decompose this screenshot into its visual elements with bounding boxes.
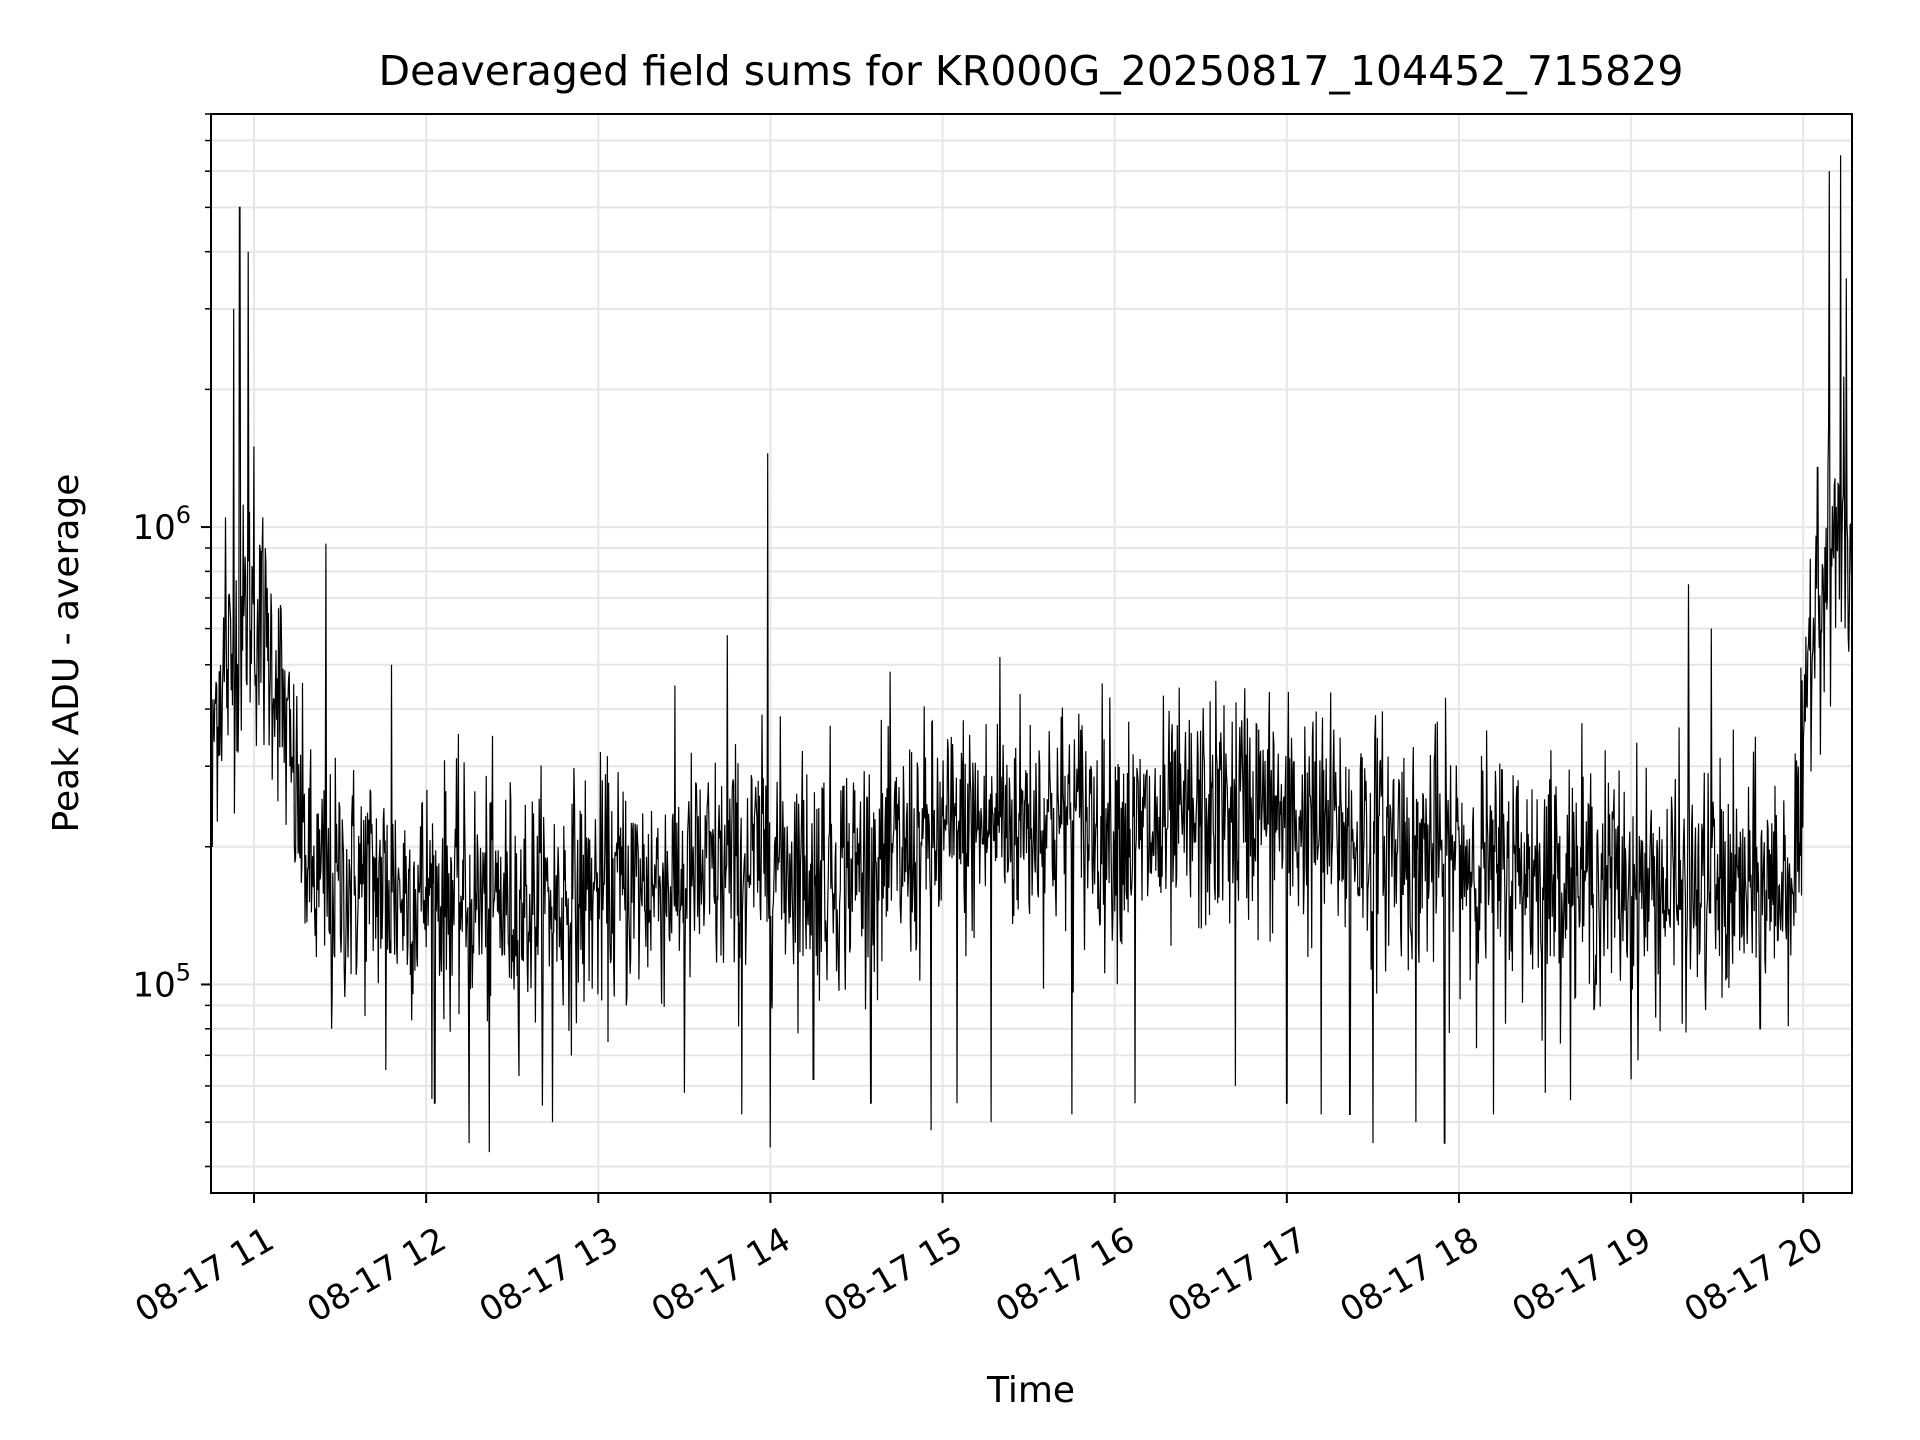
series-line [210, 155, 1853, 1153]
y-axis-ticks: 105 106 [132, 113, 211, 1168]
plot-area-frame [210, 113, 1853, 1194]
x-axis-label: Time [986, 1370, 1075, 1411]
chart-title: Deaveraged field sums for KR000G_2025081… [379, 47, 1684, 95]
grid [211, 113, 1852, 1193]
y-axis-label: Peak ADU - average [46, 474, 87, 833]
series-line-group [210, 155, 1853, 1153]
y-tick-label: 106 [132, 501, 191, 548]
y-tick-label: 105 [132, 958, 191, 1005]
